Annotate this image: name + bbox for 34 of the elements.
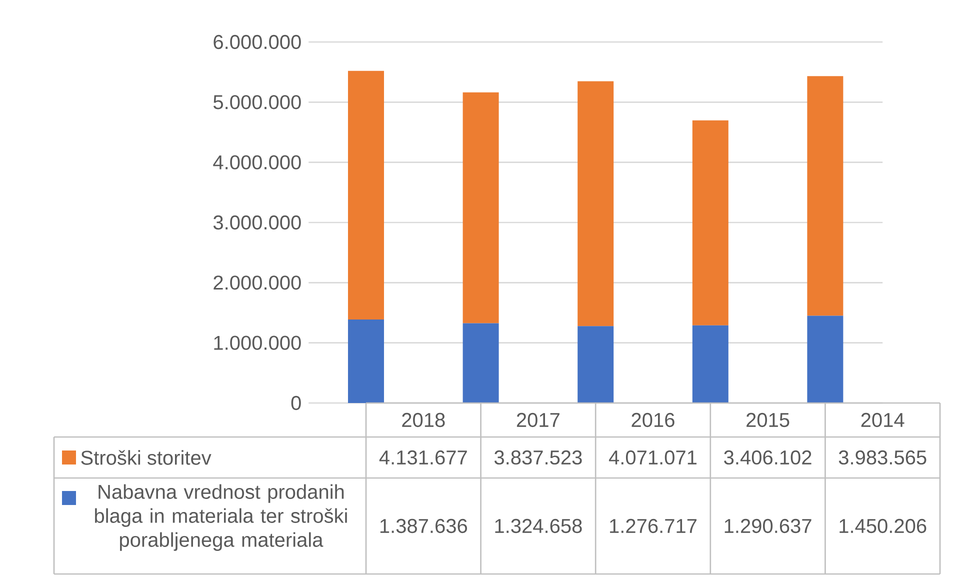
y-tick-label: 5.000.000 (213, 95, 301, 110)
x-tick-label: 2015 (746, 412, 790, 428)
x-tick-label: 2018 (402, 412, 445, 428)
y-tick-label: 6.000.000 (214, 34, 301, 50)
bar (578, 81, 614, 326)
bar (692, 120, 728, 326)
data-label: 3.983.565 (838, 450, 926, 465)
bar (807, 76, 844, 316)
data-label: 3.837.523 (494, 450, 582, 465)
bar (578, 326, 614, 403)
bar (462, 92, 499, 324)
y-tick-label: 3.000.000 (213, 215, 301, 230)
legend-label: Nabavna vrednost prodanih blaga in materiala ter stroški porabljenega materiala (95, 484, 347, 551)
data-label: 4.131.677 (379, 450, 467, 465)
bar (692, 325, 728, 403)
x-tick-label: 2016 (632, 412, 674, 428)
bar (807, 316, 844, 403)
x-tick-label: 2017 (516, 412, 560, 428)
data-label: 4.071.071 (608, 450, 696, 465)
bar (348, 70, 384, 320)
data-label: 1.387.636 (380, 518, 467, 534)
y-tick-label: 2.000.000 (214, 276, 301, 290)
x-tick-label: 2014 (861, 412, 904, 428)
y-tick-label: 1.000.000 (214, 336, 301, 350)
data-label: 1.276.717 (610, 518, 696, 534)
y-tick-label: 4.000.000 (213, 155, 301, 170)
data-label: 1.324.658 (495, 518, 582, 534)
data-label: 1.290.637 (724, 518, 812, 534)
data-label: 1.450.206 (840, 518, 926, 534)
bar (462, 323, 499, 403)
data-label: 3.406.102 (724, 450, 812, 465)
y-tick-label: 0 (291, 396, 301, 410)
bar (348, 320, 384, 403)
legend-label: Stroški storitev (81, 450, 212, 465)
